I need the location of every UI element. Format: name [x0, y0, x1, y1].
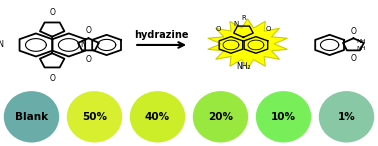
Text: 10%: 10%: [271, 112, 296, 122]
Text: O: O: [350, 54, 356, 63]
Text: 50%: 50%: [82, 112, 107, 122]
Text: 1%: 1%: [338, 112, 355, 122]
Text: O: O: [49, 8, 55, 17]
Text: NH: NH: [357, 39, 366, 44]
Circle shape: [193, 91, 248, 142]
Text: N: N: [80, 40, 86, 49]
Circle shape: [256, 91, 311, 142]
Text: NH₂: NH₂: [236, 62, 251, 71]
Text: O: O: [85, 26, 91, 35]
Text: O: O: [266, 26, 271, 32]
Circle shape: [4, 91, 59, 142]
Text: O: O: [350, 27, 356, 36]
Text: NH: NH: [357, 46, 366, 51]
Text: Blank: Blank: [15, 112, 48, 122]
Text: N: N: [234, 20, 239, 27]
Circle shape: [67, 91, 122, 142]
Circle shape: [319, 91, 374, 142]
Text: 20%: 20%: [208, 112, 233, 122]
Text: R–N: R–N: [0, 40, 4, 49]
Text: O: O: [215, 26, 221, 32]
Text: hydrazine: hydrazine: [134, 30, 189, 40]
Circle shape: [130, 91, 185, 142]
Text: O: O: [49, 74, 55, 83]
Text: O: O: [85, 55, 91, 64]
Text: R: R: [241, 15, 246, 21]
Polygon shape: [208, 19, 287, 69]
Text: 40%: 40%: [145, 112, 170, 122]
